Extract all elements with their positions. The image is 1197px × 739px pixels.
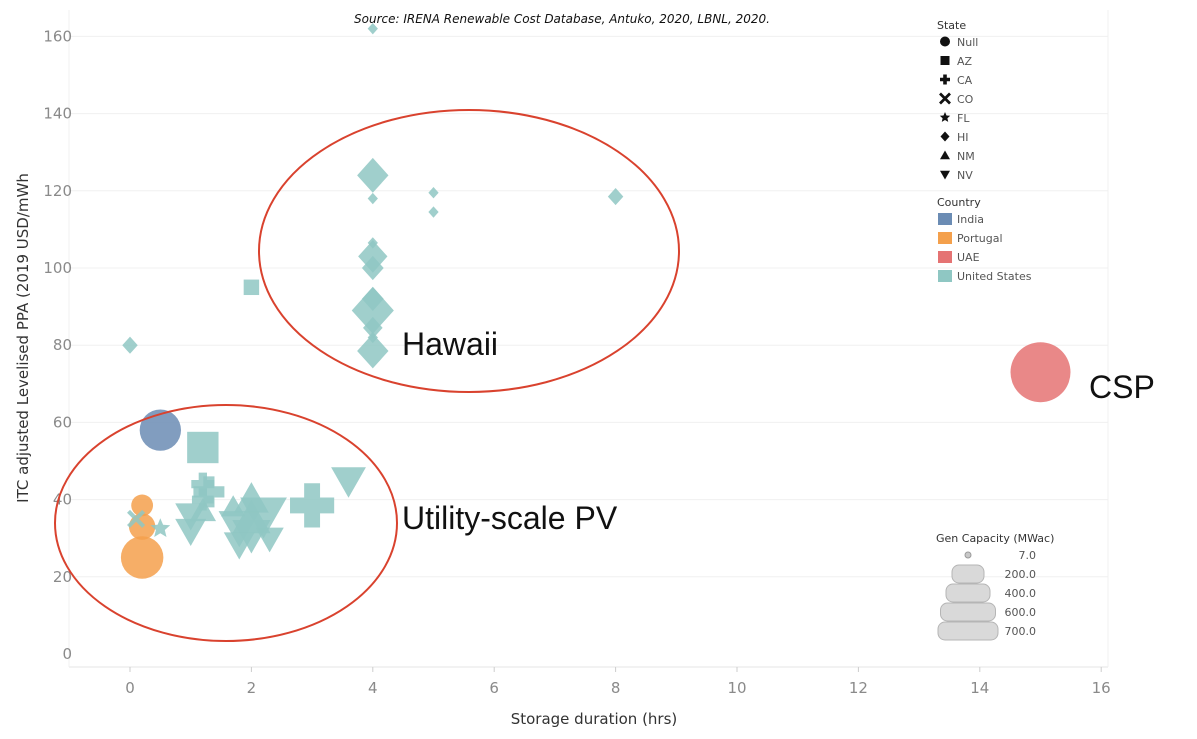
data-points [120, 22, 1071, 579]
size-legend-label: 600.0 [1005, 606, 1037, 619]
legend-circle-icon [940, 36, 950, 47]
state-legend-label: FL [957, 112, 970, 125]
data-point-plus [191, 472, 215, 496]
chart-source: Source: IRENA Renewable Cost Database, A… [354, 12, 770, 26]
x-tick-label: 0 [125, 679, 135, 697]
data-point-diamond [357, 333, 389, 369]
y-tick-label: 60 [53, 413, 72, 431]
size-legend-label: 700.0 [1005, 625, 1037, 638]
state-legend-label: Null [957, 36, 978, 49]
size-legend-label: 400.0 [1005, 587, 1037, 600]
size-legend: Gen Capacity (MWac) 7.0 200.0 400.0 600.0 70… [936, 532, 1054, 641]
country-legend-label: UAE [957, 251, 980, 264]
state-legend-label: NV [957, 169, 973, 182]
size-legend-swatch [937, 621, 999, 641]
data-point-plus [290, 483, 335, 528]
x-tick-label: 8 [611, 679, 621, 697]
legend-triangle-down-icon [940, 170, 950, 180]
x-tick-label: 10 [727, 679, 746, 697]
data-point-square [243, 279, 260, 296]
data-point-diamond [122, 336, 138, 354]
size-legend-swatch [964, 551, 972, 559]
data-point-triangle-down [255, 527, 284, 553]
data-point-diamond [367, 192, 378, 205]
x-tick-label: 14 [970, 679, 989, 697]
x-tick-label: 12 [849, 679, 868, 697]
legend-square-icon [940, 56, 950, 65]
x-tick-label: 16 [1092, 679, 1111, 697]
y-tick-label: 20 [53, 568, 72, 586]
legend-triangle-up-icon [940, 150, 950, 160]
y-tick-label: 160 [43, 27, 72, 45]
data-point-square [187, 431, 219, 464]
data-point-cross [127, 509, 146, 528]
state-legend-label: CA [957, 74, 973, 87]
size-legend-swatch [945, 583, 991, 603]
x-tick-label: 2 [247, 679, 257, 697]
size-legend-title: Gen Capacity (MWac) [936, 532, 1054, 545]
size-legend-swatch [940, 602, 996, 622]
size-legend-label: 7.0 [1019, 549, 1037, 562]
data-point-triangle-down [331, 467, 366, 498]
size-legend-label: 200.0 [1005, 568, 1037, 581]
y-tick-label: 120 [43, 182, 72, 200]
country-legend-swatch [938, 270, 952, 282]
data-point-plus [193, 476, 225, 508]
data-point-diamond [357, 157, 389, 193]
y-tick-label: 0 [62, 645, 72, 663]
legend-star-icon [939, 112, 951, 122]
legend-plus-icon [940, 74, 950, 85]
data-point-diamond [367, 22, 378, 35]
grid [68, 10, 1109, 668]
state-legend-label: NM [957, 150, 975, 163]
data-point-diamond [428, 187, 439, 199]
utility-pv-highlight-ellipse [54, 404, 398, 642]
y-tick-label: 80 [53, 336, 72, 354]
size-legend-swatch [951, 564, 985, 584]
state-legend-label: CO [957, 93, 974, 106]
data-point-diamond [362, 316, 383, 339]
y-tick-label: 100 [43, 259, 72, 277]
state-legend-title: State [937, 19, 966, 32]
state-legend-label: AZ [957, 55, 973, 68]
utility-pv-annotation: Utility-scale PV [402, 500, 618, 536]
x-tick-label: 6 [489, 679, 499, 697]
data-point-circle [139, 409, 182, 451]
data-point-star [150, 518, 171, 537]
y-tick-label: 140 [43, 105, 72, 123]
country-legend-title: Country [937, 196, 981, 209]
x-axis-title: Storage duration (hrs) [511, 710, 678, 728]
hawaii-annotation: Hawaii [402, 326, 498, 362]
country-legend-swatch [938, 232, 952, 244]
x-tick-label: 4 [368, 679, 378, 697]
country-legend-label: United States [957, 270, 1032, 283]
state-legend: State Null AZ CA CO FL HI NM NV [937, 19, 978, 182]
data-point-diamond [607, 188, 624, 206]
data-point-triangle-down [223, 532, 255, 560]
hawaii-highlight-ellipse [258, 109, 680, 393]
country-legend: Country India Portugal UAE United States [937, 196, 1032, 283]
state-legend-label: HI [957, 131, 969, 144]
legend-diamond-icon [940, 131, 950, 142]
y-axis-title: ITC adjusted Levelised PPA (2019 USD/mWh [14, 173, 32, 503]
data-point-triangle-down [240, 497, 287, 539]
country-legend-label: Portugal [957, 232, 1003, 245]
data-point-diamond [361, 255, 384, 281]
data-point-diamond [428, 206, 439, 218]
country-legend-swatch [938, 251, 952, 263]
legend-cross-icon [939, 92, 951, 105]
data-point-diamond [351, 287, 394, 334]
data-point-circle [1010, 342, 1071, 403]
x-axis-ticks: 0 2 4 6 8 10 12 14 16 [125, 667, 1111, 697]
csp-annotation: CSP [1089, 369, 1155, 405]
country-legend-label: India [957, 213, 984, 226]
data-point-circle [131, 494, 154, 517]
data-point-triangle-down [175, 518, 207, 546]
data-point-circle [120, 536, 164, 579]
country-legend-swatch [938, 213, 952, 225]
data-point-triangle-up [189, 497, 217, 522]
